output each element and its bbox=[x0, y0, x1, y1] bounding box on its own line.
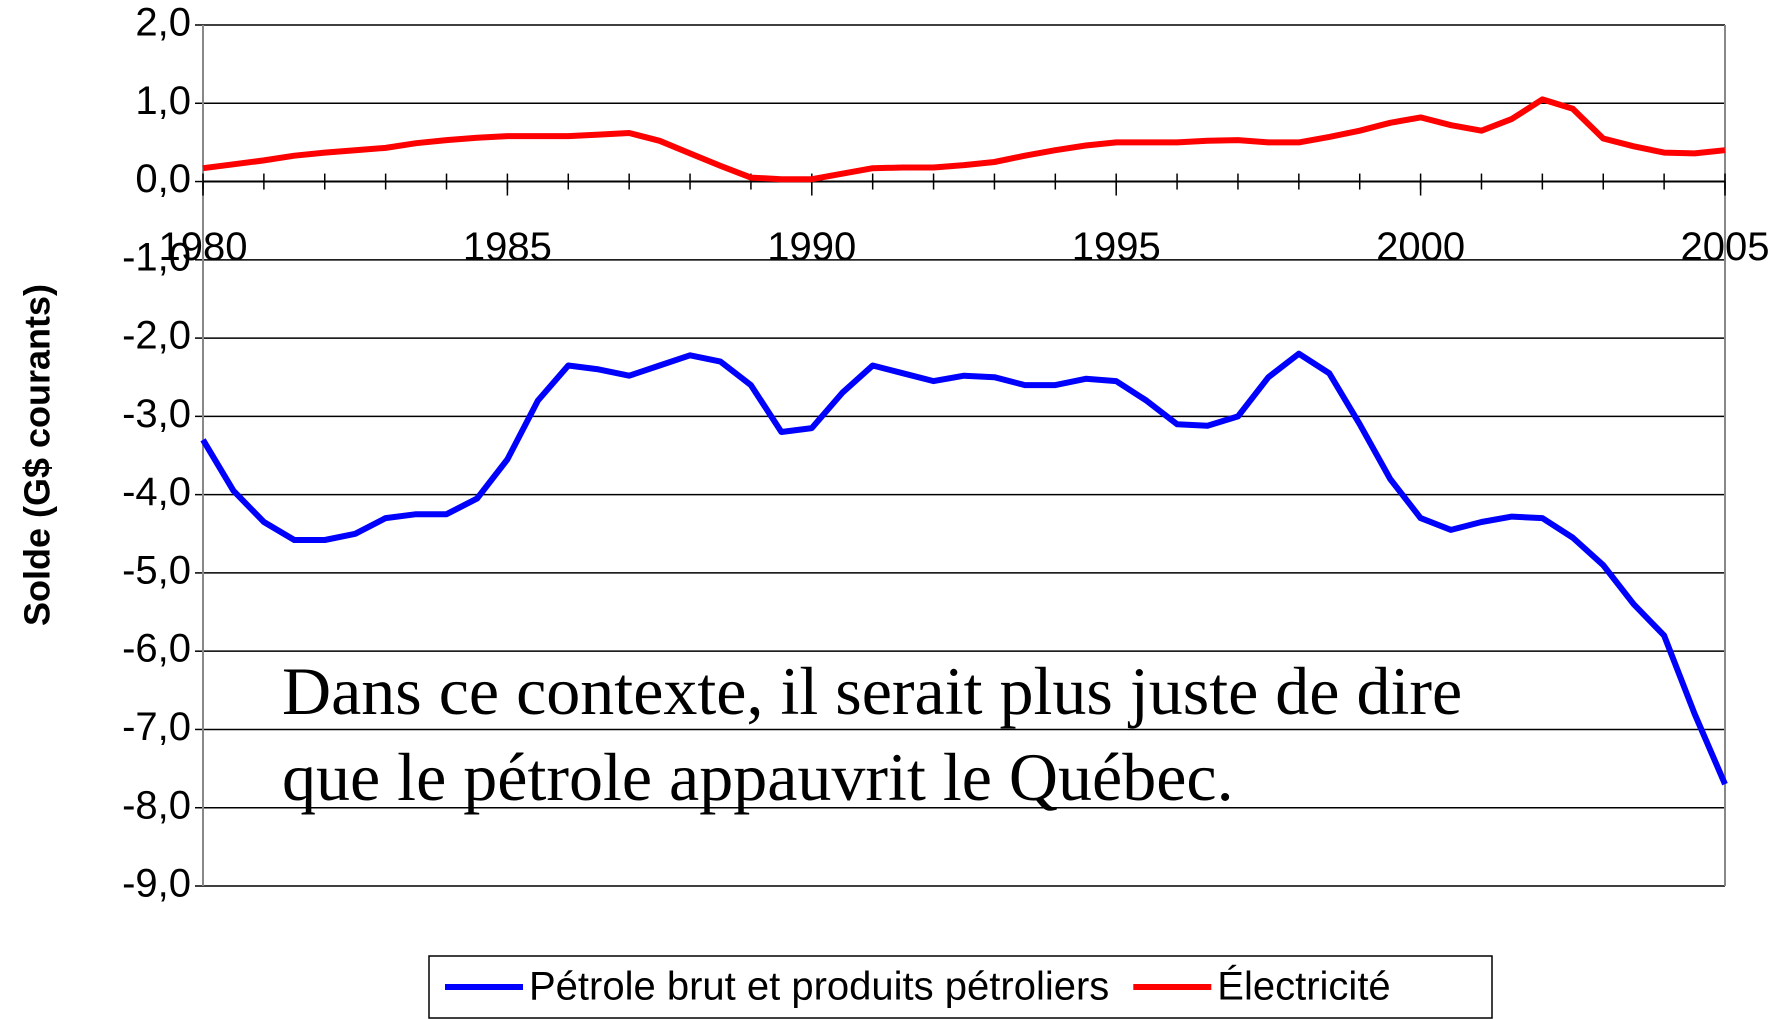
annotation: que le pétrole appauvrit le Québec. bbox=[282, 739, 1234, 815]
x-tick-label: 1985 bbox=[463, 225, 552, 269]
annotation: Dans ce contexte, il serait plus juste d… bbox=[282, 653, 1462, 729]
legend-label: Pétrole brut et produits pétroliers bbox=[529, 965, 1109, 1009]
y-axis-label: Solde (G$ courants) bbox=[17, 284, 58, 626]
y-tick-label: -9,0 bbox=[122, 862, 191, 906]
x-tick-label: 1980 bbox=[159, 225, 248, 269]
y-tick-label: -7,0 bbox=[122, 705, 191, 749]
y-tick-label: 2,0 bbox=[135, 1, 191, 45]
y-tick-label: -8,0 bbox=[122, 783, 191, 827]
y-tick-label: -3,0 bbox=[122, 392, 191, 436]
y-tick-label: 1,0 bbox=[135, 79, 191, 123]
y-tick-label: -1,0 bbox=[122, 235, 191, 279]
y-tick-label: -5,0 bbox=[122, 548, 191, 592]
x-tick-label: 1995 bbox=[1072, 225, 1161, 269]
legend-label: Électricité bbox=[1217, 964, 1390, 1009]
series-line bbox=[200, 350, 1728, 786]
x-tick-label: 2000 bbox=[1376, 225, 1465, 269]
y-tick-label: -4,0 bbox=[122, 470, 191, 514]
legend-box bbox=[428, 955, 1493, 1019]
y-tick-label: -2,0 bbox=[122, 314, 191, 358]
x-tick-label: 2005 bbox=[1681, 225, 1770, 269]
y-tick-label: 0,0 bbox=[135, 157, 191, 201]
y-tick-label: -6,0 bbox=[122, 627, 191, 671]
series-line bbox=[202, 96, 1726, 183]
x-tick-label: 1990 bbox=[767, 225, 856, 269]
